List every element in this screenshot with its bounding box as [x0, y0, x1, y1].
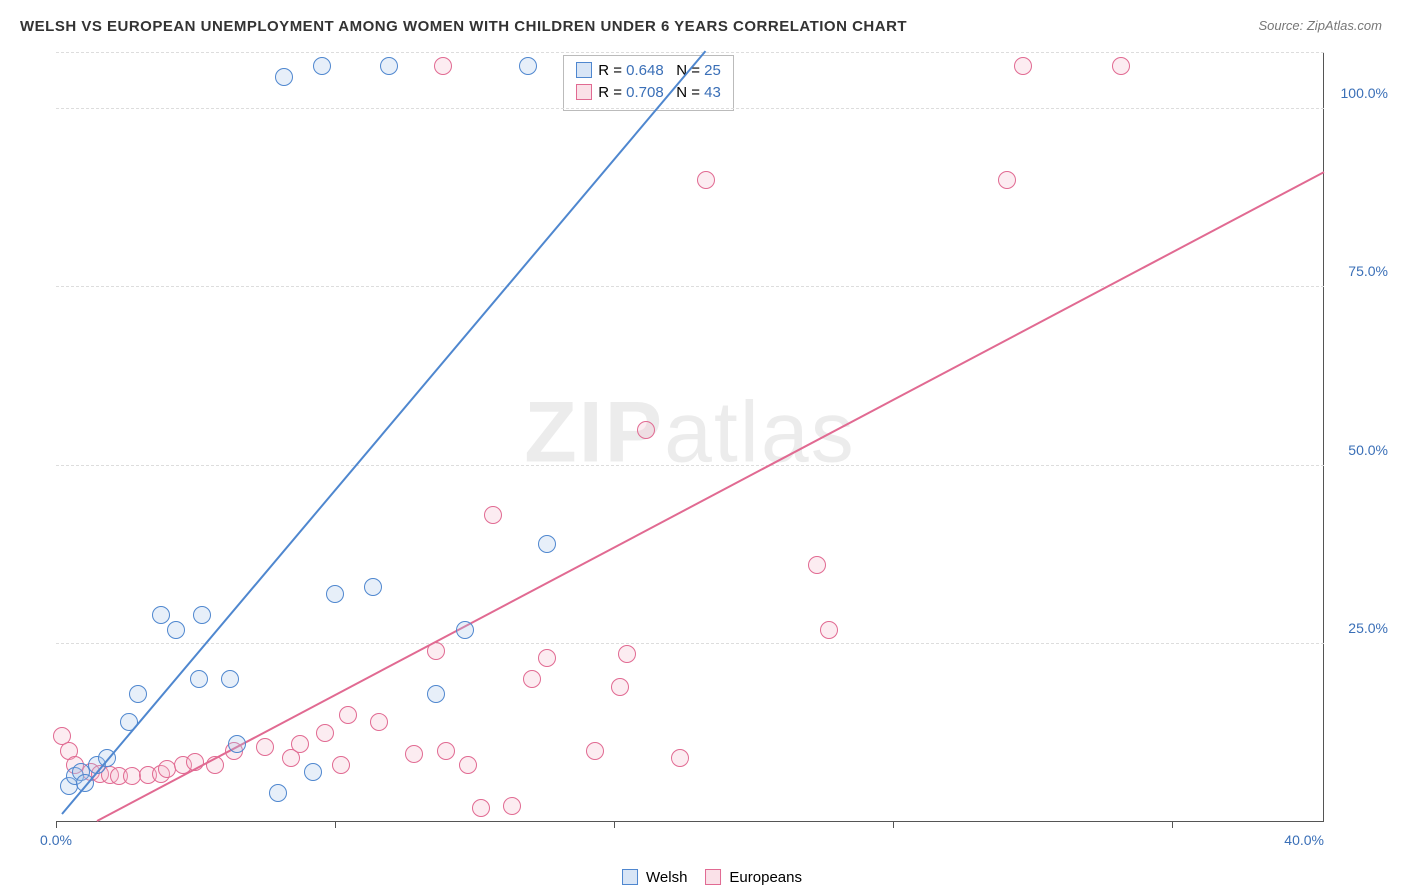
r-value: 0.708: [626, 84, 664, 101]
data-point: [380, 57, 398, 75]
data-point: [275, 68, 293, 86]
data-point: [538, 535, 556, 553]
data-point: [269, 784, 287, 802]
x-tick-mark: [56, 822, 57, 828]
data-point: [129, 685, 147, 703]
gridline-h: [56, 643, 1324, 644]
x-tick-mark: [614, 822, 615, 828]
y-axis-line-right: [1323, 53, 1324, 822]
data-point: [519, 57, 537, 75]
data-point: [637, 421, 655, 439]
data-point: [503, 797, 521, 815]
r-value: 0.648: [626, 62, 664, 79]
legend-swatch: [576, 62, 592, 78]
data-point: [437, 742, 455, 760]
data-point: [304, 763, 322, 781]
data-point: [167, 621, 185, 639]
data-point: [434, 57, 452, 75]
data-point: [538, 649, 556, 667]
y-tick-label: 25.0%: [1348, 620, 1388, 636]
regression-line: [97, 171, 1325, 822]
legend-swatch: [705, 869, 721, 885]
data-point: [459, 756, 477, 774]
y-tick-label: 75.0%: [1348, 263, 1388, 279]
data-point: [820, 621, 838, 639]
chart-title: WELSH VS EUROPEAN UNEMPLOYMENT AMONG WOM…: [20, 18, 907, 35]
n-value: 43: [704, 84, 721, 101]
y-tick-label: 100.0%: [1341, 85, 1388, 101]
data-point: [586, 742, 604, 760]
data-point: [228, 735, 246, 753]
data-point: [808, 556, 826, 574]
n-value: 25: [704, 62, 721, 79]
x-tick-mark: [893, 822, 894, 828]
data-point: [193, 606, 211, 624]
legend-row: R = 0.708 N = 43: [576, 82, 721, 104]
data-point: [291, 735, 309, 753]
data-point: [611, 678, 629, 696]
watermark: ZIPatlas: [524, 383, 855, 482]
x-tick-mark: [1172, 822, 1173, 828]
data-point: [1112, 57, 1130, 75]
r-label: R =: [598, 62, 626, 79]
data-point: [152, 606, 170, 624]
regression-line: [62, 50, 707, 814]
data-point: [1014, 57, 1032, 75]
legend-swatch: [576, 84, 592, 100]
legend-swatch: [622, 869, 638, 885]
data-point: [697, 171, 715, 189]
gridline-h: [56, 465, 1324, 466]
x-axis-line: [56, 821, 1324, 822]
data-point: [332, 756, 350, 774]
data-point: [313, 57, 331, 75]
legend-label: Welsh: [646, 869, 687, 886]
data-point: [456, 621, 474, 639]
y-tick-label: 50.0%: [1348, 442, 1388, 458]
data-point: [221, 670, 239, 688]
scatter-plot: ZIPatlas R = 0.648 N = 25R = 0.708 N = 4…: [56, 52, 1324, 822]
legend-row: R = 0.648 N = 25: [576, 60, 721, 82]
legend-label: Europeans: [729, 869, 802, 886]
series-legend: Welsh Europeans: [604, 869, 802, 886]
source-prefix: Source:: [1258, 18, 1306, 33]
data-point: [472, 799, 490, 817]
n-label: N =: [676, 84, 704, 101]
data-point: [523, 670, 541, 688]
data-point: [427, 685, 445, 703]
data-point: [190, 670, 208, 688]
data-point: [484, 506, 502, 524]
x-tick-label-right: 40.0%: [1284, 832, 1324, 848]
gridline-h: [56, 108, 1324, 109]
data-point: [671, 749, 689, 767]
data-point: [316, 724, 334, 742]
data-point: [618, 645, 636, 663]
data-point: [326, 585, 344, 603]
gridline-h: [56, 286, 1324, 287]
data-point: [370, 713, 388, 731]
source-credit: Source: ZipAtlas.com: [1258, 18, 1382, 33]
watermark-light: atlas: [664, 384, 856, 480]
data-point: [339, 706, 357, 724]
data-point: [405, 745, 423, 763]
source-name: ZipAtlas.com: [1307, 18, 1382, 33]
x-tick-label: 0.0%: [40, 832, 72, 848]
correlation-legend: R = 0.648 N = 25R = 0.708 N = 43: [563, 55, 734, 111]
x-tick-mark: [335, 822, 336, 828]
data-point: [998, 171, 1016, 189]
r-label: R =: [598, 84, 626, 101]
data-point: [256, 738, 274, 756]
data-point: [364, 578, 382, 596]
